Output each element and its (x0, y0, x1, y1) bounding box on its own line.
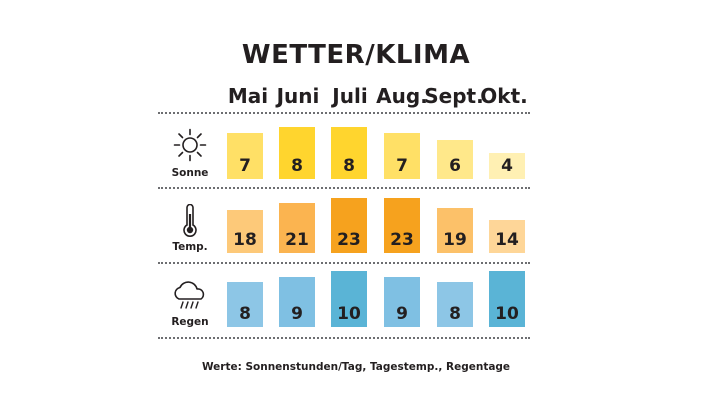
chart-title: WETTER/KLIMA (241, 40, 471, 70)
data-label: 9 (396, 304, 408, 324)
bar-regen: 10 (489, 271, 525, 327)
bar-sonne: 7 (384, 133, 420, 179)
bar-sonne: 8 (279, 127, 315, 179)
bar-sonne: 4 (489, 153, 525, 179)
month-label: Aug. (376, 84, 428, 108)
bar-regen: 9 (279, 277, 315, 327)
thermometer-icon (183, 204, 197, 237)
data-label: 23 (337, 230, 361, 250)
bar-temp: 23 (331, 198, 367, 253)
bar-sonne: 7 (227, 133, 263, 179)
divider (158, 187, 530, 189)
bar-regen: 9 (384, 277, 420, 327)
bar-temp: 14 (489, 220, 525, 253)
data-label: 23 (390, 230, 414, 250)
data-label: 10 (337, 304, 361, 324)
data-label: 19 (443, 230, 467, 250)
bar-temp: 18 (227, 210, 263, 253)
row-label-regen: Regen (171, 316, 209, 328)
bar-sonne: 8 (331, 127, 367, 179)
data-label: 10 (495, 304, 519, 324)
sun-icon (173, 128, 207, 162)
data-label: 14 (495, 230, 519, 250)
chart-footnote: Werte: Sonnenstunden/Tag, Tagestemp., Re… (201, 361, 511, 373)
bar-temp: 23 (384, 198, 420, 253)
data-label: 8 (343, 156, 355, 176)
data-label: 7 (396, 156, 408, 176)
data-label: 6 (449, 156, 461, 176)
data-label: 8 (291, 156, 303, 176)
divider (158, 262, 530, 264)
data-label: 8 (449, 304, 461, 324)
data-label: 4 (501, 156, 513, 176)
bar-regen: 10 (331, 271, 367, 327)
row-label-sonne: Sonne (171, 167, 209, 179)
divider (158, 337, 530, 339)
month-label: Sept. (424, 84, 484, 108)
bar-regen: 8 (227, 282, 263, 327)
data-label: 9 (291, 304, 303, 324)
month-label: Juli (332, 84, 368, 108)
row-label-temp: Temp. (172, 241, 208, 253)
bar-sonne: 6 (437, 140, 473, 179)
month-label: Okt. (480, 84, 528, 108)
month-label: Juni (276, 84, 320, 108)
data-label: 18 (233, 230, 257, 250)
bar-temp: 21 (279, 203, 315, 253)
data-label: 7 (239, 156, 251, 176)
data-label: 21 (285, 230, 309, 250)
data-label: 8 (239, 304, 251, 324)
rain-cloud-icon (174, 281, 205, 309)
bar-temp: 19 (437, 208, 473, 253)
divider (158, 112, 530, 114)
month-label: Mai (227, 84, 269, 108)
bar-regen: 8 (437, 282, 473, 327)
